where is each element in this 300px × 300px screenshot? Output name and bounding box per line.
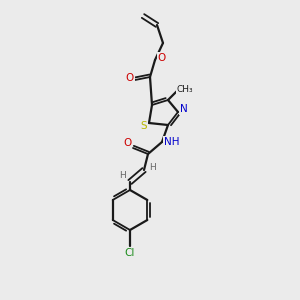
Text: N: N — [180, 104, 188, 114]
Text: NH: NH — [164, 137, 180, 147]
Text: Cl: Cl — [125, 248, 135, 258]
Text: S: S — [141, 121, 147, 131]
Text: O: O — [123, 138, 131, 148]
Text: CH₃: CH₃ — [177, 85, 193, 94]
Text: O: O — [126, 73, 134, 83]
Text: O: O — [158, 53, 166, 63]
Text: H: H — [118, 172, 125, 181]
Text: H: H — [150, 164, 156, 172]
